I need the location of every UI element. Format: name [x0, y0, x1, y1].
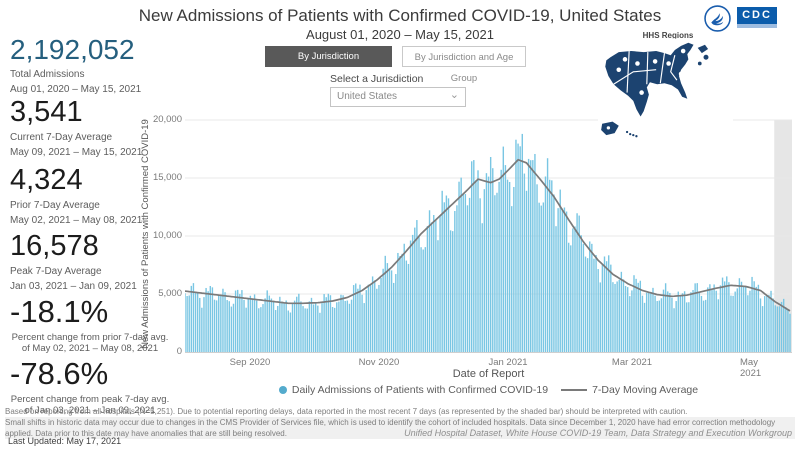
tab-by-jurisdiction-and-age-group[interactable]: By Jurisdiction and Age Group	[402, 46, 526, 84]
stat-label: Current 7-Day Average	[10, 132, 113, 143]
x-tick: Nov 2020	[358, 357, 400, 368]
footnote-reporting: Based on reporting from all hospitals (N…	[5, 407, 688, 416]
data-source: Unified Hospital Dataset, White House CO…	[404, 428, 792, 438]
legend-moving-average-label: 7-Day Moving Average	[592, 384, 699, 396]
x-tick: May 2021	[740, 357, 762, 379]
x-tick: Jan 2021	[488, 357, 528, 368]
stat-label: Peak 7-Day Average	[10, 266, 102, 277]
hhs-regions-map	[598, 38, 733, 143]
tab-by-jurisdiction[interactable]: By Jurisdiction	[265, 46, 392, 67]
admissions-chart[interactable]	[184, 115, 792, 353]
stat-current-7day-average: 3,541 Current 7-Day Average May 09, 2021…	[10, 96, 178, 159]
hhs-regions-label: HHS Regions	[642, 31, 694, 40]
x-tick: Sep 2020	[229, 357, 271, 368]
hhs-logo-icon	[704, 5, 731, 32]
stat-label: Prior 7-Day Average	[10, 200, 100, 211]
legend-daily-admissions-label: Daily Admissions of Patients with Confir…	[291, 384, 549, 396]
moving-average-line-icon	[561, 389, 588, 391]
chart-canvas[interactable]	[184, 115, 792, 353]
x-tick: Mar 2021	[611, 357, 653, 368]
stat-value: -78.6%	[10, 356, 109, 391]
stat-value: 16,578	[10, 230, 99, 262]
stat-prior-7day-average: 4,324 Prior 7-Day Average May 02, 2021 –…	[10, 164, 178, 227]
page-title: New Admissions of Patients with Confirme…	[138, 6, 662, 25]
cdc-logo-strip	[737, 24, 777, 28]
stat-value: 3,541	[10, 96, 83, 128]
x-axis-title: Date of Report	[452, 368, 525, 380]
stat-range: May 02, 2021 – May 08, 2021	[10, 215, 143, 226]
chart-legend: Daily Admissions of Patients with Confir…	[185, 384, 792, 396]
y-tick: 15,000	[152, 172, 182, 183]
stat-percent-change-peak: -78.6% Percent change from peak 7-day av…	[10, 358, 178, 416]
stat-range: Jan 03, 2021 – Jan 09, 2021	[10, 281, 137, 292]
y-tick: 5,000	[158, 288, 182, 299]
chevron-down-icon: ⌄	[449, 89, 459, 101]
date-range-subtitle: August 01, 2020 – May 15, 2021	[306, 27, 494, 42]
jurisdiction-label: Select a Jurisdiction	[330, 73, 424, 85]
stat-range: May 09, 2021 – May 15, 2021	[10, 147, 143, 158]
footnote-historic-data: Small shifts in historic data may occur …	[5, 417, 795, 439]
stat-value: -18.1%	[10, 294, 109, 329]
stat-range: Aug 01, 2020 – May 15, 2021	[10, 84, 142, 95]
stat-peak-7day-average: 16,578 Peak 7-Day Average Jan 03, 2021 –…	[10, 230, 178, 293]
stat-label: Total Admissions	[10, 69, 85, 80]
y-tick: 0	[176, 346, 182, 357]
stat-value: 2,192,052	[10, 34, 135, 65]
daily-admissions-dot-icon	[278, 386, 287, 394]
stat-percent-change-prior: -18.1% Percent change from prior 7-day a…	[10, 296, 178, 354]
y-tick: 10,000	[152, 230, 182, 241]
stat-total-admissions: 2,192,052 Total Admissions Aug 01, 2020 …	[10, 34, 178, 96]
stat-label: Percent change from peak 7-day avg. of J…	[10, 394, 170, 416]
stat-value: 4,324	[10, 164, 83, 196]
cdc-logo: CDC	[737, 7, 777, 24]
last-updated: Last Updated: May 17, 2021	[8, 436, 122, 446]
stat-label: Percent change from prior 7-day avg. of …	[11, 332, 169, 354]
jurisdiction-selected-value: United States	[337, 91, 398, 102]
jurisdiction-select[interactable]: United States ⌄	[330, 87, 466, 107]
y-tick: 20,000	[152, 114, 182, 125]
